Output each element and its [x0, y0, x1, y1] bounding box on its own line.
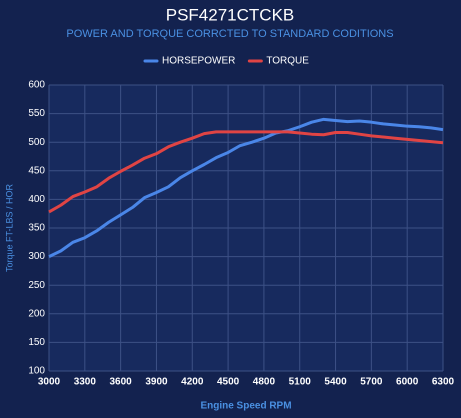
y-tick-label: 300 — [28, 251, 45, 262]
y-tick-label: 600 — [28, 80, 45, 91]
y-tick-label: 200 — [28, 308, 45, 319]
y-tick-label: 450 — [28, 165, 45, 176]
x-tick-label: 6300 — [432, 377, 455, 388]
y-tick-label: 400 — [28, 194, 45, 205]
y-tick-label: 250 — [28, 280, 45, 291]
x-tick-label: 3900 — [145, 377, 168, 388]
chart-title: PSF4271CTCKB — [166, 5, 295, 24]
series-line — [48, 130, 444, 214]
legend-label: TORQUE — [266, 56, 309, 67]
x-tick-label: 3600 — [110, 377, 133, 388]
series-line — [48, 117, 444, 258]
x-axis-label: Engine Speed RPM — [200, 401, 291, 412]
x-tick-label: 3300 — [74, 377, 97, 388]
y-tick-label: 100 — [28, 366, 45, 377]
chart-subtitle: POWER AND TORQUE CORRCTED TO STANDARD CO… — [66, 28, 393, 40]
y-tick-label: 550 — [28, 108, 45, 119]
x-tick-label: 4500 — [217, 377, 240, 388]
x-tick-label: 4200 — [181, 377, 204, 388]
x-tick-label: 4800 — [253, 377, 276, 388]
x-tick-label: 5700 — [360, 377, 383, 388]
x-tick-label: 3000 — [38, 377, 61, 388]
x-tick-label: 5100 — [289, 377, 312, 388]
y-tick-label: 350 — [28, 223, 45, 234]
y-tick-label: 500 — [28, 137, 45, 148]
y-axis-label: Torque FT-LBS / HOR — [4, 183, 14, 272]
legend-label: HORSEPOWER — [162, 56, 235, 67]
x-tick-label: 6000 — [396, 377, 419, 388]
x-tick-label: 5400 — [324, 377, 347, 388]
y-tick-label: 150 — [28, 337, 45, 348]
